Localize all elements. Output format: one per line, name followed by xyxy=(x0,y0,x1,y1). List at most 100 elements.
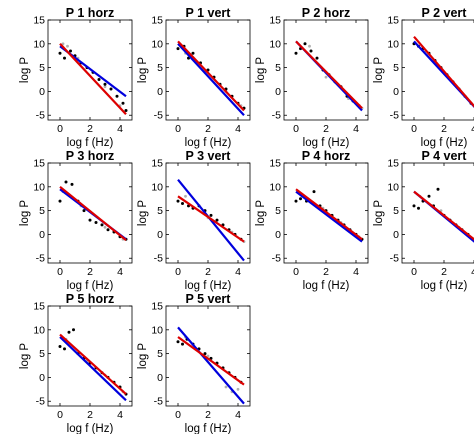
y-tick-label: 0 xyxy=(39,372,45,384)
x-tick-label: 2 xyxy=(441,123,447,135)
x-tick-label: 2 xyxy=(441,266,447,278)
x-axis-label: log f (Hz) xyxy=(185,137,232,149)
data-point xyxy=(299,197,302,201)
y-tick-label: 15 xyxy=(269,158,281,170)
x-tick-label: 2 xyxy=(323,266,329,278)
y-axis-label: log P xyxy=(255,57,267,84)
data-point xyxy=(97,78,101,81)
data-point xyxy=(176,47,180,51)
y-axis-label: log P xyxy=(137,343,149,370)
x-axis-label: log f (Hz) xyxy=(185,423,232,434)
data-point xyxy=(58,345,62,348)
data-point xyxy=(121,101,125,105)
y-tick-label: 0 xyxy=(275,229,281,241)
y-tick-label: -5 xyxy=(36,253,45,265)
x-axis-label: log f (Hz) xyxy=(67,137,114,149)
x-tick-label: 0 xyxy=(175,266,181,278)
axes-box xyxy=(401,162,474,264)
x-tick-label: 4 xyxy=(235,409,241,421)
x-axis-label: log f (Hz) xyxy=(303,280,350,292)
y-tick-label: 15 xyxy=(269,15,281,27)
gray-data-point xyxy=(236,387,240,391)
data-point xyxy=(181,342,184,346)
data-point xyxy=(115,94,119,98)
panel-title: P 4 horz xyxy=(302,149,350,163)
x-tick-label: 2 xyxy=(205,409,211,421)
data-point xyxy=(209,213,213,217)
y-axis-label: log P xyxy=(19,343,31,370)
gray-data-point xyxy=(308,44,311,48)
y-tick-label: 15 xyxy=(151,15,163,27)
y-tick-label: 0 xyxy=(39,86,45,98)
data-point xyxy=(191,51,195,55)
data-point xyxy=(58,51,62,55)
y-tick-label: 10 xyxy=(33,181,45,193)
x-tick-label: 0 xyxy=(57,266,63,278)
x-axis-label: log f (Hz) xyxy=(67,280,114,292)
red-fit-line xyxy=(59,185,127,241)
red-fit-line xyxy=(177,40,245,112)
red-fit-line xyxy=(59,43,127,116)
x-tick-label: 4 xyxy=(471,123,474,135)
x-tick-label: 4 xyxy=(117,266,123,278)
x-tick-label: 2 xyxy=(205,266,211,278)
data-point xyxy=(109,87,113,91)
panel-p-1-vert: P 1 vert 0 2 4 -5 0 5 10 15 log f (Hz) log P xyxy=(137,6,251,149)
x-tick-label: 2 xyxy=(205,123,211,135)
data-point xyxy=(64,180,68,184)
panel-p-4-vert: P 4 vert 0 2 4 -5 0 5 10 15 log f (Hz) log P xyxy=(373,149,474,292)
y-tick-label: 5 xyxy=(39,62,45,74)
y-tick-label: 5 xyxy=(157,348,163,360)
x-tick-label: 0 xyxy=(175,123,181,135)
y-tick-label: 10 xyxy=(269,181,281,193)
x-tick-label: 0 xyxy=(175,409,181,421)
x-tick-label: 4 xyxy=(117,123,123,135)
panel-p-3-horz: P 3 horz 0 2 4 -5 0 5 10 15 log f (Hz) log P xyxy=(19,149,133,292)
blue-fit-line xyxy=(295,190,363,243)
data-point xyxy=(312,190,316,194)
data-point xyxy=(94,221,98,224)
axes-box xyxy=(165,162,251,264)
y-tick-label: -5 xyxy=(390,253,399,265)
y-axis-label: log P xyxy=(19,200,31,227)
y-tick-label: 5 xyxy=(39,205,45,217)
y-tick-label: 10 xyxy=(33,324,45,336)
data-point xyxy=(427,194,431,198)
red-fit-line xyxy=(413,190,474,241)
panel-title: P 2 horz xyxy=(302,6,350,20)
blue-fit-line xyxy=(177,326,245,405)
x-tick-label: 0 xyxy=(411,123,417,135)
panel-title: P 1 horz xyxy=(66,6,114,20)
data-point xyxy=(67,330,71,334)
data-point xyxy=(303,42,307,46)
y-tick-label: 10 xyxy=(33,38,45,50)
y-tick-label: -5 xyxy=(390,110,399,122)
y-tick-label: 10 xyxy=(151,324,163,336)
y-tick-label: 15 xyxy=(387,15,399,27)
data-point xyxy=(63,347,66,351)
y-tick-label: 5 xyxy=(275,62,281,74)
x-axis-label: log f (Hz) xyxy=(185,280,232,292)
y-tick-label: -5 xyxy=(36,110,45,122)
y-axis-label: log P xyxy=(19,57,31,84)
data-point xyxy=(412,204,416,208)
red-fit-line xyxy=(295,40,363,109)
y-tick-label: 15 xyxy=(151,301,163,313)
panel-title: P 3 horz xyxy=(66,149,114,163)
y-tick-label: 10 xyxy=(151,181,163,193)
x-axis-label: log f (Hz) xyxy=(303,137,350,149)
y-tick-label: 0 xyxy=(393,229,399,241)
panel-p-5-vert: P 5 vert 0 2 4 -5 0 5 10 15 log f (Hz) log P xyxy=(137,292,251,434)
red-fit-line xyxy=(59,333,127,395)
panel-title: P 2 vert xyxy=(422,6,468,20)
gray-data-point xyxy=(206,354,210,358)
data-point xyxy=(103,82,107,86)
y-axis-label: log P xyxy=(255,200,267,227)
y-tick-label: 5 xyxy=(393,62,399,74)
y-axis-label: log P xyxy=(373,200,385,227)
x-axis-label: log f (Hz) xyxy=(421,280,468,292)
panel-p-2-vert: P 2 vert 0 2 4 -5 0 5 10 15 log f (Hz) log P xyxy=(373,6,474,149)
panel-p-2-horz: P 2 horz 0 2 4 -5 0 5 10 15 log f (Hz) log P xyxy=(255,6,369,149)
data-point xyxy=(100,223,104,227)
